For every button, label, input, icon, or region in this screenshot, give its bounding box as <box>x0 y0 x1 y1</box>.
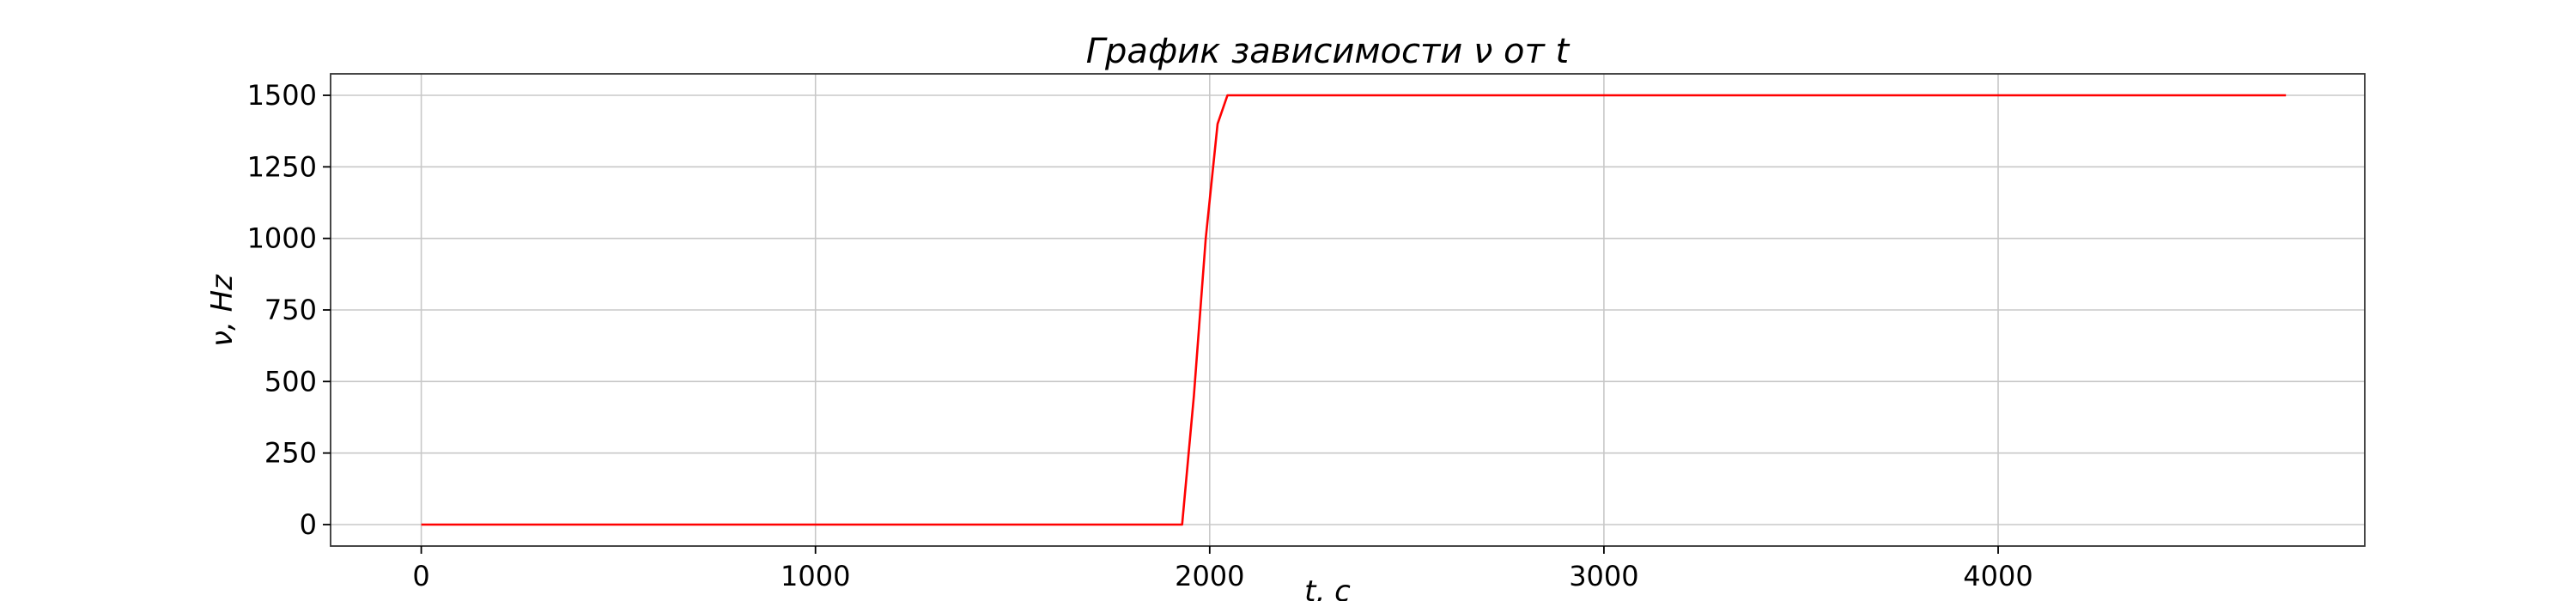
x-axis-label: t, c <box>1304 574 1351 601</box>
y-tick-label: 0 <box>300 508 317 541</box>
chart-title: График зависимости ν от t <box>1086 32 1571 71</box>
x-tick-label: 3000 <box>1569 560 1638 592</box>
x-tick-label: 2000 <box>1175 560 1244 592</box>
grid-lines <box>331 74 2365 546</box>
y-tick-label: 750 <box>264 294 317 326</box>
y-tick-label: 1250 <box>247 150 317 183</box>
series-line <box>421 94 2287 526</box>
y-tick-label: 500 <box>264 365 317 398</box>
y-tick-label: 1500 <box>247 79 317 112</box>
y-tick-label: 1000 <box>247 222 317 255</box>
x-tick-label: 0 <box>412 560 429 592</box>
y-tick-labels: 0 250 500 750 1000 1250 1500 <box>247 79 317 541</box>
tick-marks <box>323 94 1999 554</box>
y-axis-label: ν, Hz <box>205 274 240 347</box>
series-layer <box>421 94 2287 526</box>
y-tick-label: 250 <box>264 437 317 470</box>
x-tick-label: 1000 <box>781 560 850 592</box>
x-tick-labels: 0 1000 2000 3000 4000 <box>412 560 2032 592</box>
x-tick-label: 4000 <box>1963 560 2032 592</box>
